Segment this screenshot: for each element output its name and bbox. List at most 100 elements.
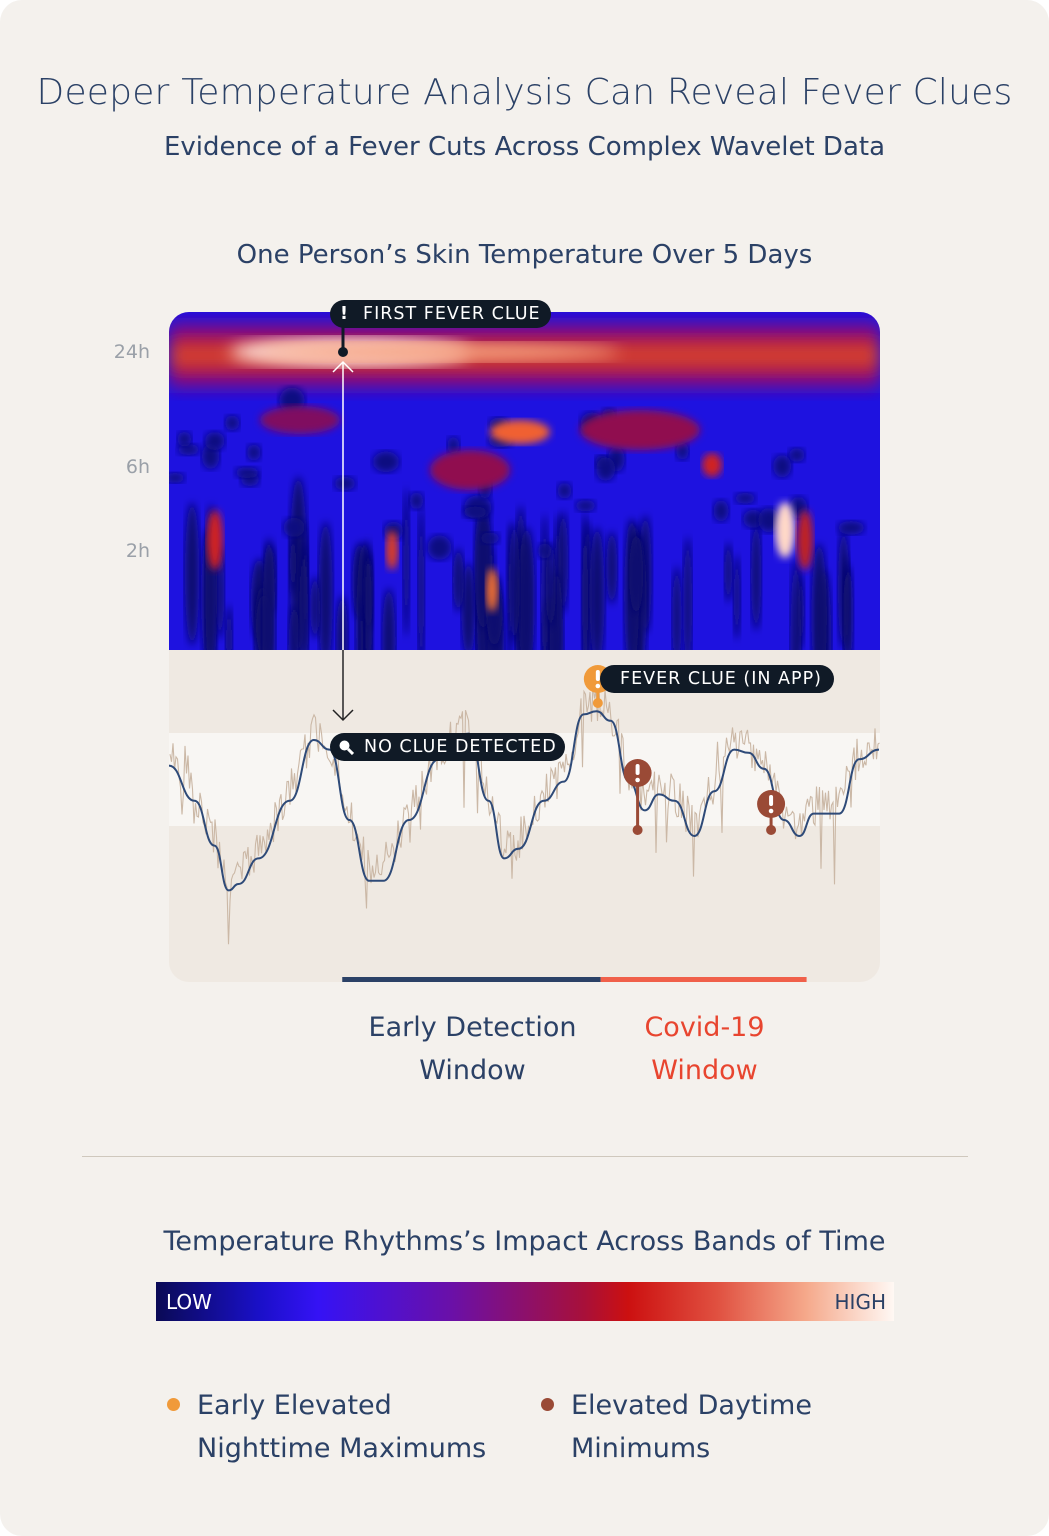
heatmap-dark-streak (843, 564, 854, 650)
early-detection-window-label: Early Detection Window (368, 1012, 577, 1086)
legend-item-nighttime-max: Early Elevated Nighttime Maximums (197, 1390, 487, 1464)
heatmap (169, 312, 880, 650)
heatmap-dark-streak (364, 540, 373, 650)
search-icon (339, 740, 354, 755)
heatmap-dark-streak (672, 565, 682, 650)
color-scale-bar: LOW HIGH (156, 1282, 894, 1321)
first-clue-point (338, 347, 348, 357)
heatmap-dark-streak (225, 605, 233, 650)
heatmap-hot-spot (490, 420, 550, 444)
heatmap-dark-spot (177, 444, 200, 456)
y-tick-24h: 24h (113, 341, 150, 363)
heatmap-dark-spot (283, 517, 305, 538)
no-clue-label: NO CLUE DETECTED (330, 733, 565, 761)
heatmap-dark-streak (382, 587, 396, 650)
heatmap-dark-streak (518, 526, 535, 650)
heatmap-dark-spot (537, 543, 552, 559)
heatmap-dark-spot (837, 520, 865, 535)
heatmap-dark-spot (788, 448, 805, 463)
heatmap-dark-streak (589, 526, 605, 650)
heatmap-dark-spot (463, 506, 488, 518)
heatmap-dark-spot (235, 467, 260, 479)
heatmap-dark-streak (461, 562, 476, 650)
heatmap-dark-spot (225, 415, 240, 431)
heatmap-dark-spot (177, 431, 192, 447)
heatmap-dark-spot (734, 492, 756, 504)
heatmap-dark-spot (743, 509, 764, 529)
heatmap-dark-streak (417, 505, 425, 650)
heatmap-dark-streak (289, 532, 297, 595)
heatmap-dark-spot (334, 476, 356, 491)
heatmap-dark-spot (447, 436, 460, 455)
heatmap-dark-spot (427, 535, 452, 560)
heatmap-dark-spot (169, 472, 185, 483)
legend-dot-brown (541, 1398, 554, 1411)
heatmap-hot-spot (207, 510, 223, 570)
heatmap-dark-streak (683, 536, 693, 650)
raw-temperature-line (169, 684, 880, 945)
heatmap-dark-streak (545, 541, 556, 630)
heatmap-hot-spot (386, 530, 398, 570)
heatmap-dark-streak (606, 531, 618, 605)
heatmap-dark-streak (299, 544, 309, 650)
chart-title: One Person’s Skin Temperature Over 5 Day… (236, 240, 813, 270)
legend-item-daytime-min: Elevated Daytime Minimums (571, 1390, 812, 1464)
heatmap-dark-spot (247, 444, 261, 461)
heatmap-dark-streak (288, 604, 300, 650)
heatmap-dark-spot (480, 532, 500, 544)
heatmap-dark-spot (713, 500, 729, 522)
heatmap-dark-spot (758, 507, 780, 533)
heatmap-dark-streak (403, 487, 410, 637)
marker-point (766, 825, 777, 835)
heatmap-hot-spot (260, 406, 340, 434)
heatmap-dark-spot (409, 492, 424, 510)
marker-point (592, 698, 603, 708)
heatmap-dark-streak (310, 576, 320, 639)
window-bar-0 (342, 977, 601, 982)
heatmap-dark-streak (733, 554, 741, 640)
heatmap-dark-spot (676, 442, 689, 461)
heatmap-hot-spot (702, 453, 722, 477)
color-scale-low: LOW (166, 1290, 212, 1314)
heatmap-dark-streak (262, 537, 276, 650)
heatmap-dark-spot (575, 500, 596, 512)
heatmap-dark-streak (184, 502, 200, 646)
heatmap-dark-streak (790, 558, 802, 650)
heatmap-hot-spot (797, 510, 813, 570)
heatmap-dark-spot (773, 454, 792, 478)
heatmap-hot-spot (775, 502, 795, 558)
heatmap-hot-spot (486, 568, 498, 612)
smoothed-temperature-line (169, 710, 880, 892)
heatmap-dark-streak (629, 533, 644, 614)
page-subtitle: Evidence of a Fever Cuts Across Complex … (163, 132, 886, 162)
heatmap-dark-streak (751, 521, 762, 632)
heatmap-dark-streak (453, 548, 464, 613)
heatmap-dark-spot (372, 451, 400, 473)
wavelet-chart (169, 312, 880, 982)
heatmap-dark-spot (204, 431, 225, 451)
heatmap-dark-streak (508, 521, 520, 644)
fever-clue-app-label: FEVER CLUE (IN APP) (600, 665, 834, 693)
heatmap-hot-spot (430, 450, 510, 490)
heatmap-dark-streak (336, 595, 348, 650)
marker-point (632, 825, 643, 835)
color-scale-high: HIGH (834, 1290, 886, 1314)
heatmap-dark-spot (557, 482, 572, 499)
exclamation-icon: ! (340, 304, 349, 324)
y-tick-6h: 6h (125, 456, 150, 478)
covid-window-label: Covid-19 Window (644, 1012, 765, 1086)
heatmap-dark-streak (318, 521, 333, 650)
heatmap-dark-streak (724, 542, 733, 603)
arrow-up-icon (332, 360, 354, 373)
arrow-down-icon (332, 709, 354, 722)
y-tick-2h: 2h (125, 540, 150, 562)
window-bar-1 (600, 977, 807, 982)
heatmap-dark-streak (811, 543, 827, 650)
heatmap-dark-spot (595, 457, 616, 481)
divider (82, 1156, 968, 1157)
legend-dot-orange (167, 1398, 180, 1411)
heatmap-dark-streak (358, 594, 365, 650)
legend-title: Temperature Rhythms’s Impact Across Band… (163, 1226, 886, 1257)
page-title: Deeper Temperature Analysis Can Reveal F… (36, 72, 1013, 113)
